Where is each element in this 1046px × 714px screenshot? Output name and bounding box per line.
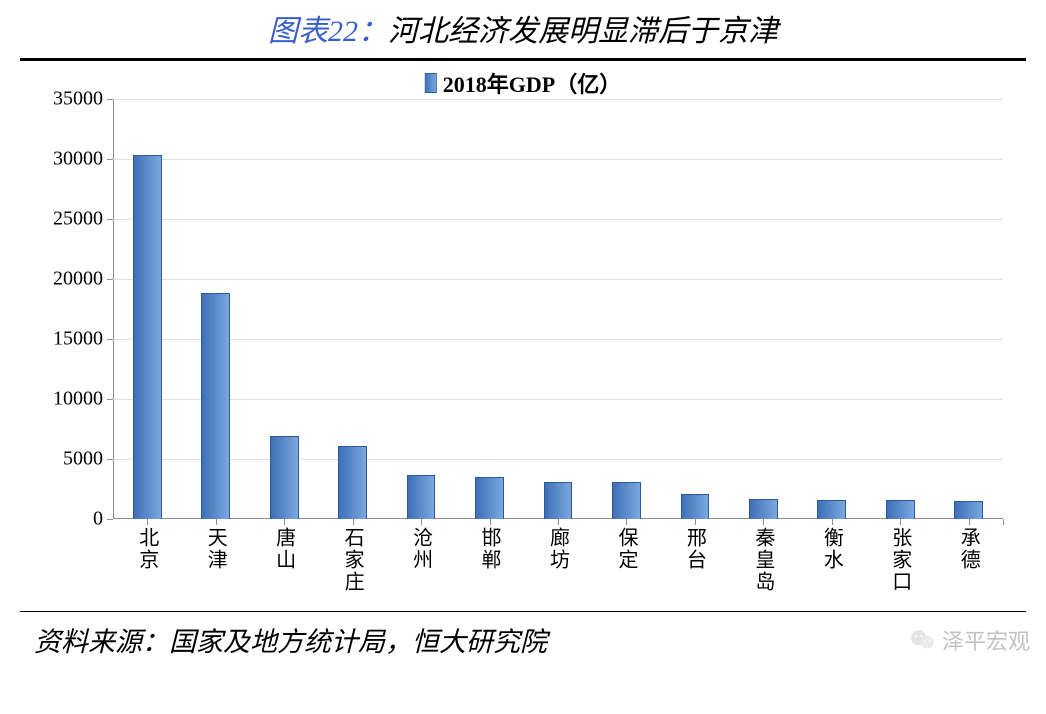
y-axis [113,99,114,519]
x-tick-mark [284,519,285,525]
legend-label: 2018年GDP（亿） [443,67,621,99]
plot-area: 05000100001500020000250003000035000北京天津唐… [113,99,1003,519]
x-tick-mark [216,519,217,525]
x-label: 北京 [133,527,162,571]
bar [612,482,641,519]
x-tick-mark [558,519,559,525]
grid-line [113,279,1003,280]
x-tick-mark [626,519,627,525]
y-tick-label: 20000 [53,268,113,291]
title-prefix: 图表22： [268,15,388,48]
bar [338,446,367,519]
grid-line [113,219,1003,220]
grid-line [113,459,1003,460]
chart-container: 图表22：河北经济发展明显滞后于京津 2018年GDP（亿） 050001000… [0,0,1046,714]
grid-line [113,399,1003,400]
legend-swatch [425,73,437,93]
bar [749,499,778,519]
grid-line [113,339,1003,340]
x-tick-mark [490,519,491,525]
source-label: 资料来源：国家及地方统计局，恒大研究院 [34,620,547,659]
chart-title-row: 图表22：河北经济发展明显滞后于京津 [12,0,1034,58]
x-label: 秦皇岛 [749,527,778,593]
x-label: 衡水 [817,527,846,571]
x-tick-mark [832,519,833,525]
x-tick-mark [1003,519,1004,525]
bar [886,500,915,519]
title-text: 河北经济发展明显滞后于京津 [388,15,778,48]
x-tick-mark [147,519,148,525]
x-label: 承德 [954,527,983,571]
x-label: 唐山 [270,527,299,571]
source-row: 资料来源：国家及地方统计局，恒大研究院 泽平宏观 [12,612,1034,659]
bar [954,501,983,519]
y-tick-label: 0 [93,508,113,531]
x-label: 保定 [612,527,641,571]
y-tick-label: 25000 [53,208,113,231]
x-label: 邢台 [680,527,709,571]
y-tick-label: 15000 [53,328,113,351]
x-label: 邯郸 [475,527,504,571]
watermark: 泽平宏观 [910,624,1030,656]
wechat-icon [910,627,936,653]
x-label: 石家庄 [338,527,367,593]
legend: 2018年GDP（亿） [425,67,621,99]
x-tick-mark [763,519,764,525]
x-label: 张家口 [886,527,915,593]
x-label: 沧州 [407,527,436,571]
x-tick-mark [900,519,901,525]
x-tick-mark [969,519,970,525]
grid-line [113,99,1003,100]
bar [201,293,230,519]
bar [681,494,710,519]
y-tick-label: 5000 [63,448,113,471]
bar [544,482,573,519]
y-tick-label: 35000 [53,88,113,111]
watermark-text: 泽平宏观 [942,624,1030,656]
x-label: 廊坊 [544,527,573,571]
x-tick-mark [421,519,422,525]
chart-area: 2018年GDP（亿） 0500010000150002000025000300… [23,61,1023,611]
y-tick-label: 10000 [53,388,113,411]
y-tick-label: 30000 [53,148,113,171]
x-tick-mark [353,519,354,525]
bar [133,155,162,519]
grid-line [113,159,1003,160]
bar [475,477,504,519]
bar [270,436,299,519]
x-label: 天津 [201,527,230,571]
bar [817,500,846,519]
bar [407,475,436,519]
x-tick-mark [695,519,696,525]
